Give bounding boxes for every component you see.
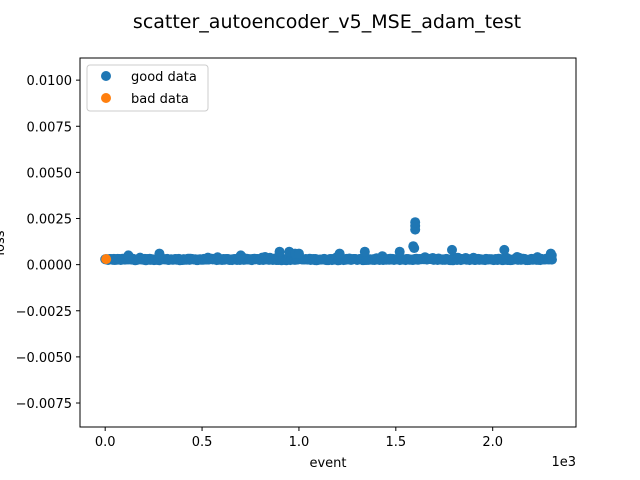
x-tick-label: 1.0 [289, 435, 310, 450]
x-tick-label: 2.0 [482, 435, 503, 450]
good-data-point [409, 243, 420, 254]
plot-frame [79, 57, 577, 428]
legend-marker-good-data [101, 71, 111, 81]
y-tick-label: 0.0000 [27, 259, 73, 274]
x-axis-offset-label: 1e3 [551, 455, 576, 470]
good-data-point [334, 248, 345, 259]
points-layer [100, 217, 557, 266]
y-axis-ticks: −0.0075 −0.0050 −0.0025 0.0000 0.0025 0.0050 0… [16, 74, 80, 412]
legend: good data bad data [86, 64, 209, 112]
y-axis-label: loss [0, 230, 8, 255]
good-data-point [274, 246, 285, 257]
x-axis-label: event [309, 456, 346, 471]
y-tick-label: −0.0050 [16, 351, 72, 366]
good-data-point [123, 250, 134, 261]
good-data-point [499, 244, 510, 255]
good-data-point [235, 250, 246, 261]
x-axis-ticks: 0.0 0.5 1.0 1.5 2.0 [95, 427, 503, 450]
legend-label-bad-data: bad data [131, 92, 189, 107]
y-tick-label: 0.0075 [27, 120, 73, 135]
y-tick-label: −0.0075 [16, 397, 72, 412]
legend-box [86, 64, 209, 112]
x-tick-label: 0.5 [192, 435, 213, 450]
good-data-point [546, 250, 557, 261]
good-data-point [293, 248, 304, 259]
bad-data-point [101, 254, 112, 265]
y-tick-label: 0.0025 [27, 213, 73, 228]
y-tick-label: −0.0025 [16, 305, 72, 320]
x-tick-label: 1.5 [385, 435, 406, 450]
good-data-point [394, 246, 405, 257]
good-data-point [359, 246, 370, 257]
legend-marker-bad-data [101, 93, 111, 103]
y-tick-label: 0.0050 [27, 166, 73, 181]
good-data-point [447, 244, 457, 255]
legend-label-good-data: good data [131, 70, 197, 85]
y-tick-label: 0.0100 [27, 74, 73, 89]
good-data-point [410, 217, 421, 228]
x-tick-label: 0.0 [95, 435, 116, 450]
good-data-point [154, 248, 165, 259]
chart-title: scatter_autoencoder_v5_MSE_adam_test [133, 11, 521, 33]
